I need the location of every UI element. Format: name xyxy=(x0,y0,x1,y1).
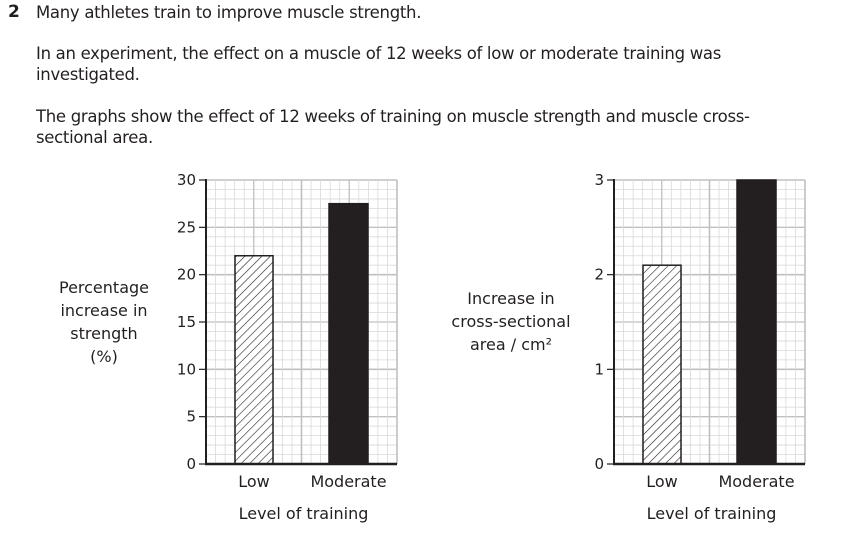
y-axis-label-line: (%) xyxy=(90,347,118,366)
cross-section-chart: 0 1 2 3 Low Moderate Level of training Increase… xyxy=(451,171,806,523)
y-tick-label: 20 xyxy=(177,266,196,284)
y-axis-label-line: increase in xyxy=(60,301,147,320)
y-axis-label-line: Percentage xyxy=(59,278,149,297)
y-axis-label: Percentage increase in strength (%) xyxy=(59,278,149,366)
y-axis-label-line: area / cm² xyxy=(470,335,552,354)
x-axis-label: Level of training xyxy=(647,504,777,523)
y-tick-label: 1 xyxy=(594,360,604,378)
y-tick-label: 0 xyxy=(186,455,196,473)
question-paragraph-2: In an experiment, the effect on a muscle… xyxy=(36,44,722,84)
y-tick-label: 3 xyxy=(594,171,604,189)
x-category-label: Low xyxy=(646,472,678,491)
question-number: 2 xyxy=(8,2,20,22)
y-axis-label: Increase in cross-sectional area / cm² xyxy=(451,289,570,354)
x-axis-label: Level of training xyxy=(239,504,369,523)
x-category-label: Moderate xyxy=(718,472,794,491)
y-axis-label-line: cross-sectional xyxy=(451,312,570,331)
bar-moderate xyxy=(328,202,369,465)
bar-low xyxy=(642,264,682,465)
x-category-label: Low xyxy=(238,472,270,491)
y-tick-label: 25 xyxy=(177,218,196,236)
y-tick-label: 2 xyxy=(594,266,604,284)
y-axis-label-line: Increase in xyxy=(467,289,554,308)
question-intro: Many athletes train to improve muscle st… xyxy=(36,3,422,22)
y-tick-label: 0 xyxy=(594,455,604,473)
bar-moderate xyxy=(736,179,777,465)
y-tick-label: 5 xyxy=(186,408,196,426)
x-category-label: Moderate xyxy=(310,472,386,491)
y-tick-label: 30 xyxy=(177,171,196,189)
y-axis-label-line: strength xyxy=(70,324,137,343)
bar-low xyxy=(234,254,274,465)
y-tick-label: 10 xyxy=(177,360,196,378)
question-paragraph-3: The graphs show the effect of 12 weeks o… xyxy=(36,107,750,147)
strength-chart: 0 5 10 15 20 25 30 Low Moderate Level of training… xyxy=(59,171,398,523)
y-tick-label: 15 xyxy=(177,313,196,331)
